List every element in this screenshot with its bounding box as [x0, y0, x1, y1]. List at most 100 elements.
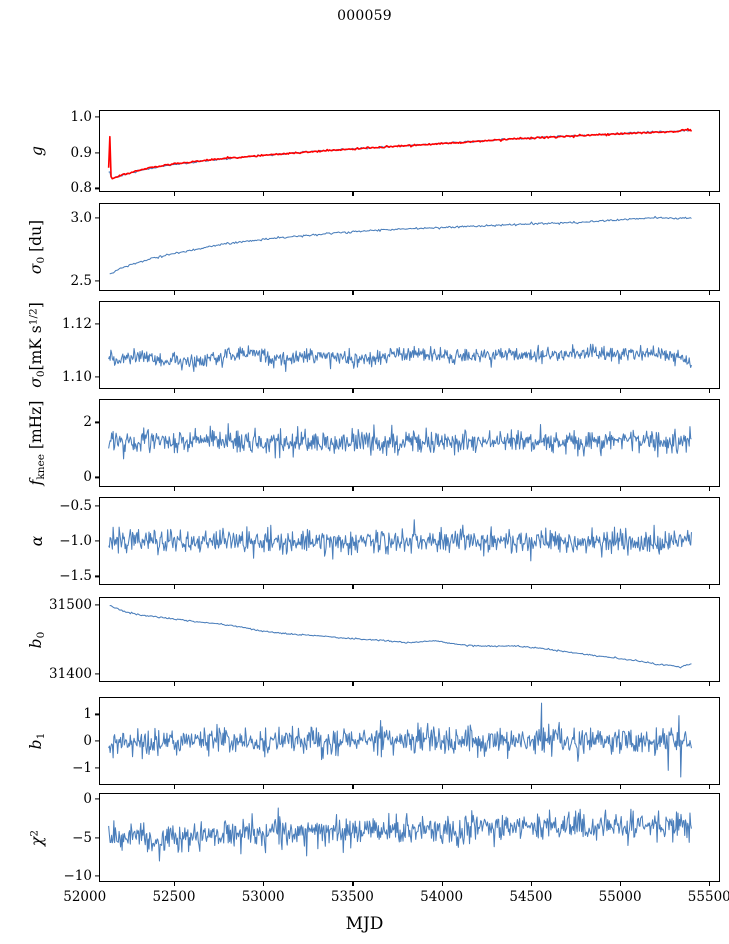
x-tick-mark — [620, 487, 622, 491]
panel-plot-area — [99, 597, 720, 682]
x-tick-mark — [263, 192, 265, 196]
x-tick-mark — [173, 389, 176, 393]
x-tick-mark — [530, 487, 533, 491]
x-tick-mark — [709, 682, 711, 686]
y-axis-label: fknee [mHz] — [27, 400, 47, 486]
x-tick-mark — [352, 487, 354, 491]
series-gain — [109, 130, 692, 179]
y-tick-mark — [95, 280, 99, 282]
y-tick-mark — [95, 836, 99, 839]
panel-sigma-0-mk-s-1-2-: 1.10 1.12 σ0[mK s1/2] — [27, 301, 720, 393]
x-tick-mark — [709, 785, 711, 789]
panel-frame — [99, 597, 720, 682]
y-tick-label: −0.5 — [59, 497, 92, 514]
series-b1 — [109, 703, 692, 777]
x-tick-mark — [530, 389, 533, 393]
y-tick-label: −1 — [72, 759, 92, 776]
panel-b-0: 31400 31500 b0 — [27, 597, 720, 686]
x-tick-label: 52000 — [63, 889, 107, 905]
x-tick-mark — [441, 291, 443, 295]
x-tick-mark — [441, 785, 443, 789]
panel-plot-area — [99, 793, 720, 882]
x-tick-mark — [263, 785, 265, 789]
x-tick-mark — [709, 192, 711, 196]
x-tick-mark — [709, 882, 711, 886]
x-tick-mark — [173, 785, 176, 789]
x-tick-mark — [173, 682, 176, 686]
x-tick-mark — [530, 682, 533, 686]
y-tick-label: 0.8 — [70, 180, 92, 197]
panel-g: 0.8 0.9 1.0 g — [28, 109, 720, 196]
x-tick-mark — [352, 682, 354, 686]
x-tick-mark — [173, 487, 176, 491]
x-tick-label: 54000 — [420, 889, 464, 905]
x-tick-mark — [709, 585, 711, 589]
panel-f-knee-mhz-: 0 2 fknee [mHz] — [27, 399, 720, 491]
y-tick-mark — [95, 152, 99, 154]
panel-alpha: −0.5 −1.0 −1.5 α — [28, 497, 720, 589]
x-axis-label: MJD — [345, 914, 384, 934]
x-tick-mark — [709, 487, 711, 491]
x-tick-mark — [441, 192, 443, 196]
x-tick-mark — [530, 585, 533, 589]
x-tick-mark — [530, 291, 533, 295]
series-alpha — [109, 520, 692, 561]
x-tick-mark — [530, 882, 533, 886]
y-tick-label: 0 — [83, 469, 92, 486]
panel-frame — [99, 301, 720, 389]
y-tick-mark — [95, 116, 99, 118]
y-tick-label: 2 — [83, 414, 92, 431]
panel-sigma-0-du-: 2.5 3.0 σ0 [du] — [27, 203, 720, 295]
y-tick-label: −1.5 — [59, 568, 92, 585]
series-gain-model-fit — [109, 129, 692, 179]
x-tick-label: 54500 — [509, 889, 553, 905]
x-tick-mark — [352, 585, 354, 589]
y-tick-label: 1.0 — [70, 109, 92, 126]
y-tick-mark — [95, 740, 99, 742]
y-tick-mark — [95, 673, 99, 675]
y-tick-mark — [95, 376, 99, 378]
y-tick-label: 1 — [83, 706, 92, 723]
y-axis-label: b0 — [27, 631, 47, 648]
x-tick-mark — [173, 291, 176, 295]
y-tick-label: 0 — [83, 733, 92, 749]
y-tick-label: 31400 — [49, 665, 92, 682]
x-tick-mark — [620, 291, 622, 295]
y-tick-label: −5 — [72, 829, 92, 846]
x-tick-mark — [620, 389, 622, 393]
x-tick-mark — [441, 882, 443, 886]
x-tick-mark — [620, 882, 622, 886]
y-tick-mark — [95, 476, 99, 478]
panel-plot-area — [99, 203, 720, 291]
y-axis-label: σ0 [du] — [27, 219, 47, 275]
x-tick-mark — [620, 192, 622, 196]
x-tick-mark — [709, 291, 711, 295]
x-tick-label: 53000 — [241, 889, 285, 905]
x-tick-mark — [530, 192, 533, 196]
y-tick-mark — [95, 604, 99, 606]
x-tick-mark — [352, 389, 354, 393]
x-tick-mark — [620, 585, 622, 589]
series-sigma0-du — [110, 216, 692, 273]
x-tick-mark — [173, 585, 176, 589]
series-b0 — [110, 606, 692, 668]
panel-plot-area — [99, 697, 720, 785]
panel-plot-area — [99, 301, 720, 389]
x-tick-mark — [441, 682, 443, 686]
x-tick-label: 53500 — [330, 889, 374, 905]
x-tick-mark — [441, 585, 443, 589]
series-chi2 — [109, 808, 692, 861]
y-tick-label: −10 — [63, 867, 93, 884]
panel-frame — [99, 203, 720, 291]
x-tick-mark — [173, 882, 176, 886]
y-tick-label: 1.12 — [61, 315, 92, 332]
x-tick-label: 55500 — [687, 889, 729, 905]
x-tick-mark — [263, 585, 265, 589]
x-tick-mark — [263, 882, 265, 886]
y-tick-mark — [95, 504, 99, 507]
y-tick-label: 3.0 — [70, 210, 92, 227]
x-tick-mark — [352, 291, 354, 295]
x-tick-mark — [530, 785, 533, 789]
x-tick-mark — [620, 682, 622, 686]
